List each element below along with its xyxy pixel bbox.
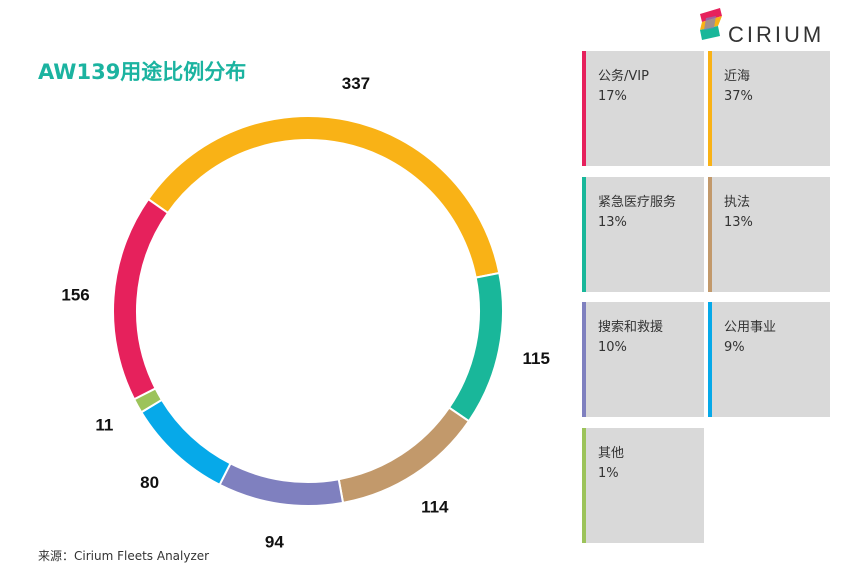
legend-percent-0: 17% [598,89,627,104]
legend-item-6: 其他 1% [582,428,704,543]
legend-name-3: 执法 [724,195,751,210]
cirium-logo-text: CIRIUM [728,22,825,47]
legend-item-2: 紧急医疗服务 13% [582,177,704,292]
legend-percent-5: 9% [724,340,745,355]
cirium-logo: CIRIUM [698,6,828,47]
legend-name-4: 搜索和救援 [598,320,664,335]
slice-value-label-5: 80 [140,473,159,492]
legend-item-0: 公务/VIP 17% [582,51,704,166]
cirium-logo-icon [700,8,722,40]
slice-value-label-3: 114 [421,497,449,516]
legend-item-4: 搜索和救援 10% [582,302,704,417]
legend-percent-2: 13% [598,215,627,230]
source-note: 来源：Cirium Fleets Analyzer [38,549,210,563]
donut-slice-0 [112,197,170,401]
chart-title: AW139用途比例分布 [38,60,247,84]
legend-item-1: 近海 37% [708,51,830,166]
donut-slice-4 [218,462,345,507]
slice-value-label-4: 94 [265,533,284,552]
slice-value-label-6: 11 [95,415,113,434]
slice-value-label-2: 115 [523,349,550,368]
slice-value-label-0: 156 [61,286,89,305]
legend-percent-6: 1% [598,466,619,481]
legend-name-0: 公务/VIP [598,69,649,84]
legend-percent-3: 13% [724,215,753,230]
donut-slice-3 [337,406,471,504]
legend-item-3: 执法 13% [708,177,830,292]
legend-name-2: 紧急医疗服务 [598,195,677,210]
legend-name-5: 公用事业 [724,320,777,335]
legend-item-5: 公用事业 9% [708,302,830,417]
donut-slice-1 [146,115,501,279]
legend-percent-1: 37% [724,89,753,104]
legend-name-6: 其他 [598,446,625,461]
legend-percent-4: 10% [598,340,627,355]
donut-slice-2 [447,271,504,423]
slice-value-label-1: 337 [342,74,370,93]
donut-chart: 337 115 114 94 80 11 156 [61,74,550,552]
legend-name-1: 近海 [724,69,751,84]
